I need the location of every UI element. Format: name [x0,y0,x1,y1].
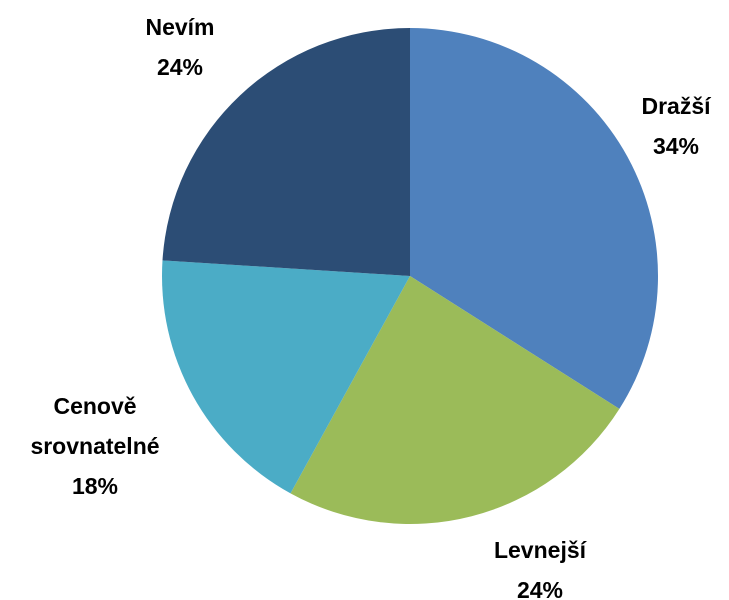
pie-slice [162,28,410,276]
value-label: 34% [652,133,700,159]
category-label: Levnejší [493,537,587,563]
value-label: 24% [156,54,204,80]
value-label: 24% [516,577,564,600]
pie-slice [162,260,410,494]
slice-label: Cenově srovnatelné 18% [10,386,180,506]
pie-slice [410,28,658,409]
slice-label: Levnejší 24% [455,530,625,600]
category-label: Cenově srovnatelné [30,393,160,459]
value-label: 18% [71,473,119,499]
pie-slice [290,276,620,524]
category-label: Nevím [145,14,215,40]
slice-label: Dražší 34% [591,86,729,166]
slice-label: Nevím 24% [95,7,265,87]
category-label: Dražší [641,93,711,119]
